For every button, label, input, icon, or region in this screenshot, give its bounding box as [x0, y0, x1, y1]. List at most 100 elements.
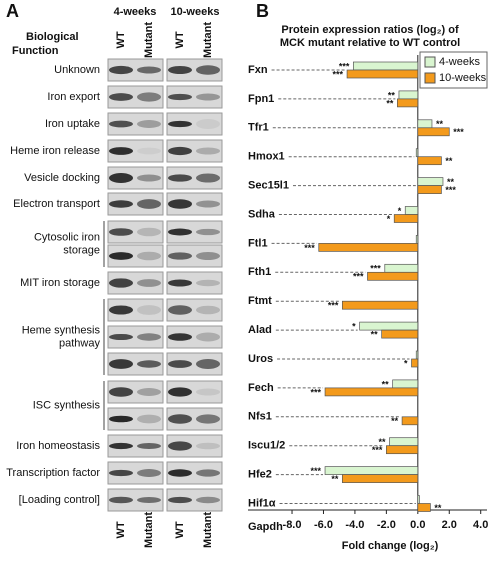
blot: [107, 244, 164, 268]
row-label: Heme synthesis: [22, 324, 101, 336]
band: [109, 200, 133, 208]
band: [168, 174, 192, 182]
category-label: Hfe2: [248, 469, 272, 481]
blot: [107, 461, 164, 485]
blot: [166, 244, 223, 268]
blot: [107, 220, 164, 244]
band: [109, 469, 133, 477]
blot: [166, 220, 223, 244]
band: [168, 387, 192, 397]
bar: [401, 416, 419, 426]
bar: [389, 437, 419, 447]
blot: [166, 407, 223, 431]
significance: ***: [370, 264, 381, 274]
legend-label: 10-weeks: [439, 72, 487, 84]
bar: [381, 329, 419, 339]
band: [168, 333, 192, 341]
band: [137, 442, 161, 450]
band: [168, 441, 192, 451]
band: [168, 469, 192, 477]
band: [137, 120, 161, 128]
significance: **: [388, 90, 396, 100]
band: [196, 252, 220, 260]
bar: [367, 271, 419, 281]
band: [109, 305, 133, 315]
significance: **: [447, 177, 455, 187]
significance: ***: [353, 272, 364, 282]
band: [196, 388, 220, 396]
band: [168, 146, 192, 156]
band: [137, 227, 161, 237]
blot: [107, 407, 164, 431]
significance: **: [371, 329, 379, 339]
category-label: Fth1: [248, 266, 271, 278]
bar: [352, 61, 419, 71]
row-label: Heme iron release: [10, 145, 100, 157]
bar: [397, 98, 419, 108]
legend-label: 4-weeks: [439, 56, 480, 68]
significance: **: [445, 156, 453, 166]
significance: **: [378, 437, 386, 447]
category-label: Ftl1: [248, 237, 268, 249]
chart-title: Protein expression ratios (log₂) of: [281, 24, 459, 36]
significance: **: [391, 416, 399, 426]
category-label: Hmox1: [248, 151, 285, 163]
bar: [341, 474, 419, 483]
category-label: Ftmt: [248, 295, 272, 307]
band: [137, 174, 161, 182]
band: [109, 442, 133, 450]
x-tick-label: -8.0: [283, 519, 302, 531]
blot: [166, 325, 223, 349]
band: [109, 120, 133, 128]
band: [196, 359, 220, 369]
row-label: Transcription factor: [6, 467, 100, 479]
category-label: Alad: [248, 324, 272, 336]
band: [196, 414, 220, 424]
band: [168, 228, 192, 236]
blot: [166, 192, 223, 216]
row-label: storage: [63, 244, 100, 256]
significance: **: [386, 98, 394, 108]
band: [168, 199, 192, 209]
band: [137, 305, 161, 315]
band: [109, 415, 133, 423]
x-tick-label: 4.0: [473, 519, 488, 531]
bar: [415, 350, 419, 360]
bar: [359, 321, 419, 331]
bar: [346, 69, 419, 79]
x-tick-label: -2.0: [377, 519, 396, 531]
band: [168, 414, 192, 424]
row-label: Vesicle docking: [24, 172, 100, 184]
blot: [166, 166, 223, 190]
band: [137, 360, 161, 368]
lane-label: WT: [115, 31, 127, 48]
band: [137, 279, 161, 287]
significance: **: [382, 379, 390, 389]
blot: [166, 112, 223, 136]
band: [168, 360, 192, 368]
bar: [417, 177, 444, 186]
significance: ***: [339, 61, 350, 71]
category-label: Sec15l1: [248, 180, 289, 192]
significance: **: [434, 503, 442, 513]
category-label: Uros: [248, 353, 273, 365]
blot: [107, 85, 164, 109]
lane-label: Mutant: [143, 512, 155, 548]
blot: [107, 271, 164, 295]
x-tick-label: -6.0: [314, 519, 333, 531]
x-tick-label: -4.0: [345, 519, 364, 531]
band: [137, 199, 161, 209]
bar: [415, 235, 419, 244]
significance: **: [436, 119, 444, 129]
bar: [417, 503, 431, 512]
blot: [166, 380, 223, 404]
bar: [386, 445, 419, 455]
blot: [107, 58, 164, 82]
band: [196, 496, 220, 504]
category-label: Tfr1: [248, 122, 269, 134]
lane-label: WT: [174, 521, 186, 538]
blot: [166, 58, 223, 82]
category-label: Gapdh: [248, 521, 283, 533]
band: [137, 469, 161, 477]
